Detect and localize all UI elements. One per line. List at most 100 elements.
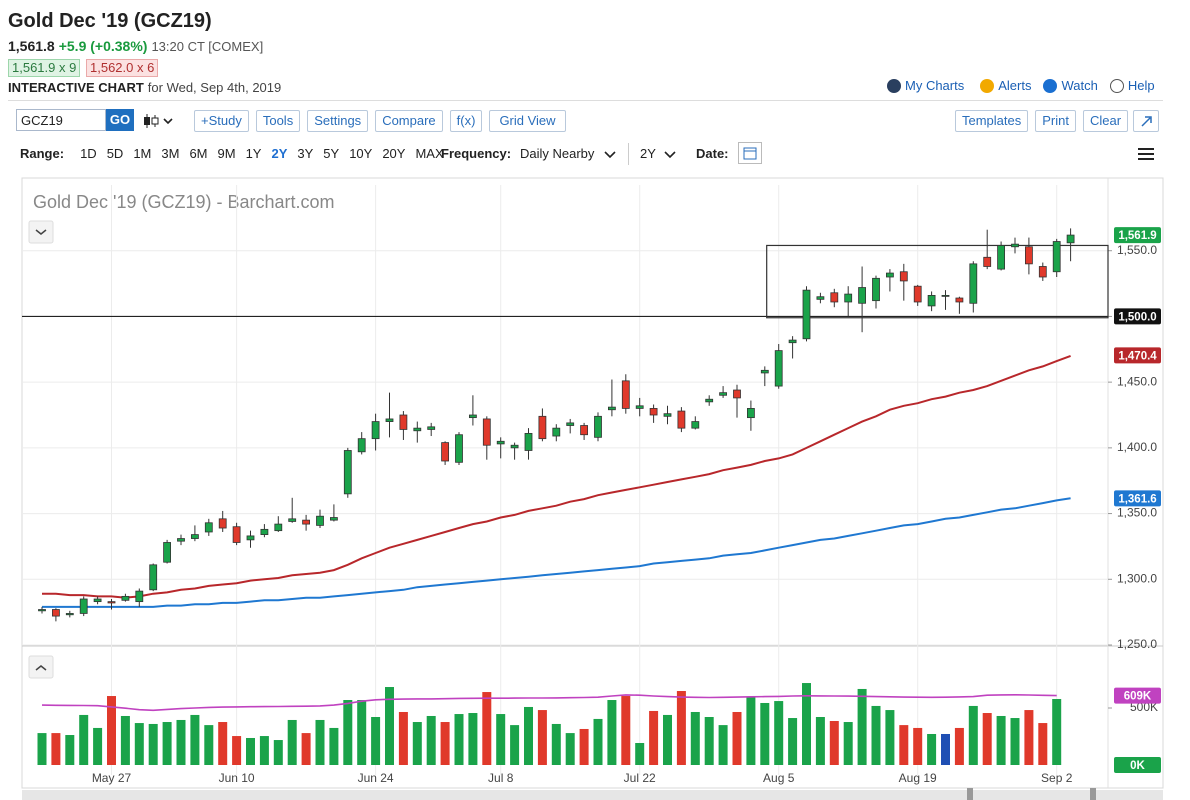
volume-bar (899, 725, 909, 765)
toolbar-button[interactable]: Grid View (489, 110, 566, 132)
frequency-select[interactable]: Daily Nearby (520, 146, 595, 161)
toolbar-button[interactable]: +Study (194, 110, 249, 132)
link-icon (980, 78, 995, 93)
volume-bar (148, 723, 158, 765)
volume-bar (871, 705, 881, 765)
volume-bar (65, 735, 75, 765)
range-option[interactable]: 10Y (349, 146, 373, 161)
range-option[interactable]: 2Y (271, 146, 288, 161)
volume-bar (1052, 698, 1062, 765)
volume-bar (315, 719, 325, 765)
range-option[interactable]: 5Y (323, 146, 340, 161)
volume-bar (537, 710, 547, 765)
volume-bar (412, 722, 422, 765)
candle-body (496, 440, 505, 445)
candle-body (441, 442, 450, 462)
expand-button[interactable] (1133, 110, 1159, 132)
icon-part (163, 118, 173, 125)
header-links: My Charts Alerts Watch Help (887, 78, 1159, 93)
menu-button[interactable] (1138, 147, 1154, 161)
toolbar-button[interactable]: Clear (1082, 110, 1129, 132)
range-option[interactable]: 9M (217, 146, 236, 161)
volume-bar (259, 736, 269, 765)
go-button[interactable]: GO (106, 109, 134, 131)
candle-body (371, 421, 380, 440)
icon-part (1141, 116, 1152, 127)
toolbar-button[interactable]: f(x) (449, 110, 483, 132)
toolbar-button[interactable]: Settings (307, 110, 369, 132)
collapse-button[interactable] (28, 220, 54, 244)
volume-bar (218, 722, 228, 765)
chevron-icon (35, 665, 47, 671)
volume-bar (607, 700, 617, 765)
candle-body (580, 425, 588, 436)
candle-body (107, 601, 116, 604)
moving-average (42, 354, 1071, 599)
candle-body (955, 297, 964, 303)
chart-frame (21, 177, 1164, 789)
candle-body (635, 405, 644, 409)
volume-bar (621, 696, 631, 765)
period-select[interactable]: 2Y (640, 146, 656, 161)
scroll-handle[interactable] (967, 788, 973, 800)
ask: 1,562.0 x 6 (86, 59, 159, 77)
chart-title: Gold Dec '19 (GCZ19) - Barchart.com (33, 192, 335, 212)
candle-body (399, 414, 408, 430)
link-text: Help (1127, 78, 1155, 93)
volume-bar (843, 722, 853, 765)
symbol-title: Gold Dec '19 (GCZ19) (8, 10, 212, 32)
candle-body (872, 277, 880, 302)
dropdown-icon (604, 151, 616, 159)
icon-part (738, 142, 762, 164)
link-icon (1043, 78, 1058, 93)
range-option[interactable]: 6M (189, 146, 208, 161)
range-option[interactable]: 1M (133, 146, 152, 161)
range-option[interactable]: 1Y (245, 146, 262, 161)
candle-body (927, 294, 936, 307)
header-link[interactable]: Watch (1043, 78, 1098, 93)
volume-bar (204, 725, 214, 765)
symbol-input[interactable]: GCZ19 (16, 109, 106, 131)
toolbar-button[interactable]: Print (1035, 110, 1076, 132)
volume-bar (760, 702, 770, 765)
range-option[interactable]: 20Y (382, 146, 406, 161)
chart-type-icon[interactable] (142, 112, 176, 130)
toolbar-button[interactable]: Compare (375, 110, 443, 132)
range-option[interactable]: 5D (106, 146, 124, 161)
link-text: Alerts (998, 78, 1032, 93)
calendar-button[interactable] (738, 142, 762, 164)
range-option[interactable]: 3M (161, 146, 180, 161)
header-link[interactable]: Alerts (980, 78, 1031, 93)
scrollbar[interactable] (22, 790, 1163, 800)
header-link[interactable]: My Charts (887, 78, 964, 93)
x-tick-label: Sep 2 (1041, 771, 1073, 785)
candle-body (858, 287, 866, 304)
volume-bar (468, 713, 478, 765)
header-link[interactable]: Help (1109, 78, 1155, 93)
range-option[interactable]: 3Y (297, 146, 314, 161)
volume-bar (371, 717, 381, 765)
volume-bar (774, 701, 784, 765)
range-option[interactable]: 1D (80, 146, 97, 161)
price-tag (1114, 227, 1161, 244)
volume-bar (176, 719, 186, 765)
candle-body (468, 414, 477, 419)
range-option[interactable]: MAX (415, 146, 444, 161)
candle-body (566, 422, 575, 426)
price-tag (1114, 687, 1161, 704)
volume-bar (579, 728, 589, 765)
link-text: Watch (1061, 78, 1098, 93)
toolbar-button[interactable]: Tools (255, 110, 301, 132)
collapse-button[interactable] (28, 655, 54, 679)
toolbar-button[interactable]: Templates (955, 110, 1029, 132)
y-tick-label: 1,450.0 (1117, 374, 1157, 388)
price-tag-label: 0K (1130, 760, 1145, 772)
volume-bar (885, 710, 895, 765)
link-icon (1109, 78, 1124, 93)
scroll-handle[interactable] (1090, 788, 1096, 800)
candle-body (510, 444, 519, 449)
x-tick-label: Jun 24 (358, 771, 394, 785)
candle-body (52, 609, 60, 617)
candle-body (608, 406, 616, 411)
